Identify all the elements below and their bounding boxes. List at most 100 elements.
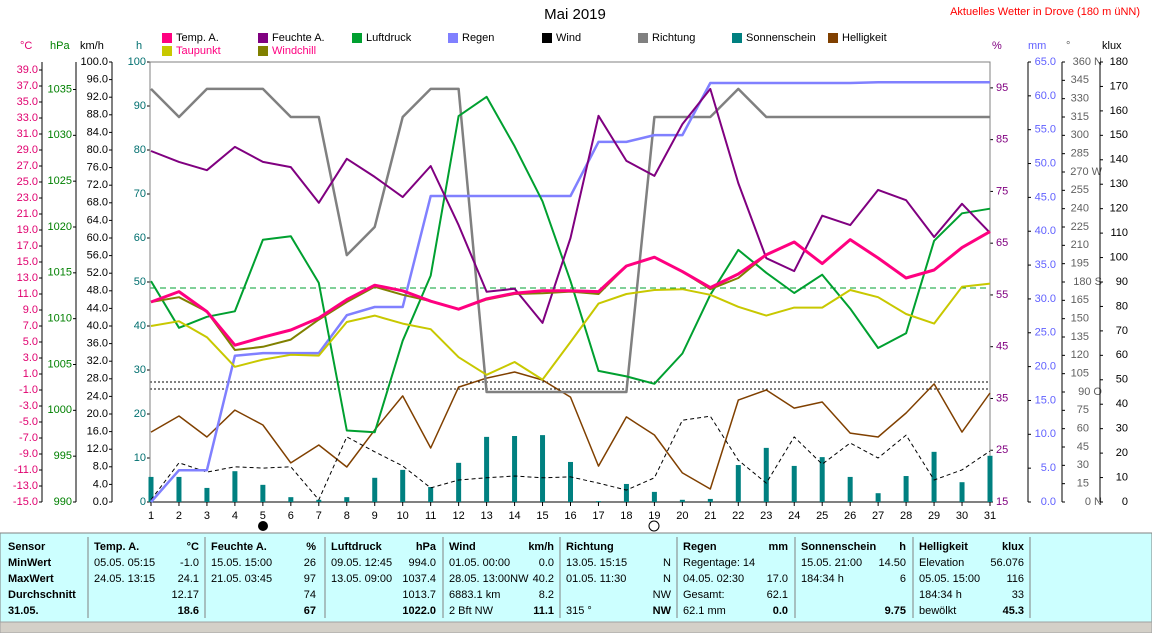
stats-value: NW bbox=[653, 605, 672, 617]
y-tick-label: -11.0 bbox=[14, 464, 38, 476]
x-tick-label: 22 bbox=[732, 510, 744, 522]
y-tick-label: 48.0 bbox=[87, 285, 108, 297]
stats-value: 6 bbox=[900, 573, 906, 585]
chart-title: Mai 2019 bbox=[544, 6, 606, 23]
y-tick-label: 85 bbox=[996, 134, 1008, 146]
stats-cell: 2 Bft NW bbox=[449, 605, 494, 617]
y-tick-label: 30 bbox=[1077, 459, 1089, 471]
y-tick-label: 0 N bbox=[1085, 496, 1102, 508]
y-tick-label: 150 bbox=[1110, 129, 1128, 141]
legend-swatch bbox=[162, 33, 172, 43]
y-tick-label: 5.0 bbox=[1041, 462, 1056, 474]
x-tick-label: 31 bbox=[984, 510, 996, 522]
y-tick-label: 90 O bbox=[1078, 386, 1102, 398]
y-tick-label: 60.0 bbox=[1035, 90, 1056, 102]
y-tick-label: 84.0 bbox=[87, 126, 108, 138]
moon-full bbox=[648, 520, 660, 532]
stats-background bbox=[0, 532, 1152, 623]
stats-unit: h bbox=[899, 541, 906, 553]
y-tick-label: 0 bbox=[1122, 496, 1128, 508]
series-line bbox=[150, 415, 991, 501]
axis-unit: hPa bbox=[50, 40, 70, 52]
x-tick-label: 3 bbox=[204, 510, 210, 522]
y-tick-label: 40 bbox=[134, 320, 146, 332]
y-tick-label: 72.0 bbox=[87, 179, 108, 191]
y-tick-label: 100 bbox=[1110, 251, 1128, 263]
y-tick-label: 20 bbox=[1116, 447, 1128, 459]
y-tick-label: -1.0 bbox=[19, 384, 38, 396]
y-tick-label: -13.0 bbox=[13, 480, 38, 492]
stats-value: 24.1 bbox=[178, 573, 199, 585]
y-tick-label: 32.0 bbox=[87, 355, 108, 367]
y-tick-label: 300 bbox=[1071, 129, 1089, 141]
stats-value: 33 bbox=[1012, 589, 1024, 601]
y-tick-label: 170 bbox=[1110, 80, 1128, 92]
sunshine-bar bbox=[176, 476, 182, 502]
y-tick-label: 360 N bbox=[1073, 56, 1102, 68]
sunshine-bar bbox=[204, 487, 210, 502]
stats-value: 12.17 bbox=[171, 589, 199, 601]
y-tick-label: 23.0 bbox=[17, 192, 38, 204]
x-tick-label: 7 bbox=[316, 510, 322, 522]
stats-value: 18.6 bbox=[178, 605, 199, 617]
x-tick-label: 21 bbox=[704, 510, 716, 522]
x-tick-label: 28 bbox=[900, 510, 912, 522]
series-line bbox=[150, 282, 991, 381]
y-tick-label: 100 bbox=[128, 56, 146, 68]
legend-swatch bbox=[542, 33, 552, 43]
y-tick-label: 64.0 bbox=[87, 214, 108, 226]
y-tick-label: 65 bbox=[996, 237, 1008, 249]
y-tick-label: 55 bbox=[996, 289, 1008, 301]
y-tick-label: 35 bbox=[996, 392, 1008, 404]
sunshine-bar bbox=[707, 498, 713, 502]
y-tick-label: 995 bbox=[54, 450, 72, 462]
stats-cell: bewölkt bbox=[919, 605, 956, 617]
y-tick-label: 195 bbox=[1071, 258, 1089, 270]
y-tick-label: 35.0 bbox=[1035, 259, 1056, 271]
y-tick-label: 68.0 bbox=[87, 197, 108, 209]
y-tick-label: 0 bbox=[140, 496, 146, 508]
x-tick-label: 29 bbox=[928, 510, 940, 522]
y-tick-label: 120 bbox=[1110, 203, 1128, 215]
y-tick-label: 40.0 bbox=[1035, 225, 1056, 237]
sunshine-bar bbox=[568, 461, 573, 502]
stats-title: Luftdruck bbox=[331, 541, 383, 553]
stats-cell: 05.05. 05:15 bbox=[94, 557, 155, 569]
y-tick-label: 96.0 bbox=[87, 74, 108, 86]
sunshine-bar bbox=[344, 497, 350, 502]
y-tick-label: 10 bbox=[1116, 471, 1128, 483]
y-tick-label: 1005 bbox=[48, 358, 72, 370]
stats-value: 8.2 bbox=[539, 589, 554, 601]
y-tick-label: 33.0 bbox=[17, 112, 38, 124]
y-tick-label: 0.0 bbox=[93, 496, 108, 508]
sunshine-bar bbox=[623, 483, 629, 502]
stats-value: 0.0 bbox=[773, 605, 788, 617]
legend-swatch bbox=[828, 33, 838, 43]
y-tick-label: 27.0 bbox=[17, 160, 38, 172]
sunshine-bar bbox=[428, 487, 434, 502]
stats-value: 11.1 bbox=[533, 605, 554, 617]
y-tick-label: 17.0 bbox=[17, 240, 38, 252]
series-line bbox=[150, 81, 990, 503]
y-tick-label: 40.0 bbox=[87, 320, 108, 332]
stats-cell: 184:34 h bbox=[919, 589, 962, 601]
x-tick-label: 17 bbox=[592, 510, 604, 522]
stats-value: 1013.7 bbox=[402, 589, 436, 601]
y-tick-label: 92.0 bbox=[87, 91, 108, 103]
x-tick-label: 12 bbox=[453, 510, 465, 522]
y-tick-label: 8.0 bbox=[93, 461, 108, 473]
y-tick-label: 60 bbox=[134, 232, 146, 244]
stats-value: 62.1 bbox=[767, 589, 788, 601]
sunshine-bar bbox=[512, 436, 518, 502]
moon-new bbox=[258, 521, 268, 531]
legend-swatch bbox=[258, 33, 268, 43]
sunshine-bar bbox=[959, 482, 965, 502]
stats-value: 9.75 bbox=[885, 605, 906, 617]
stats-title: Helligkeit bbox=[919, 541, 968, 553]
y-tick-label: 40 bbox=[1116, 398, 1128, 410]
y-tick-label: 13.0 bbox=[17, 272, 38, 284]
y-tick-label: 35.0 bbox=[17, 96, 38, 108]
y-tick-label: 1015 bbox=[48, 267, 72, 279]
y-tick-label: 15.0 bbox=[17, 256, 38, 268]
y-tick-label: 270 W bbox=[1070, 166, 1102, 178]
